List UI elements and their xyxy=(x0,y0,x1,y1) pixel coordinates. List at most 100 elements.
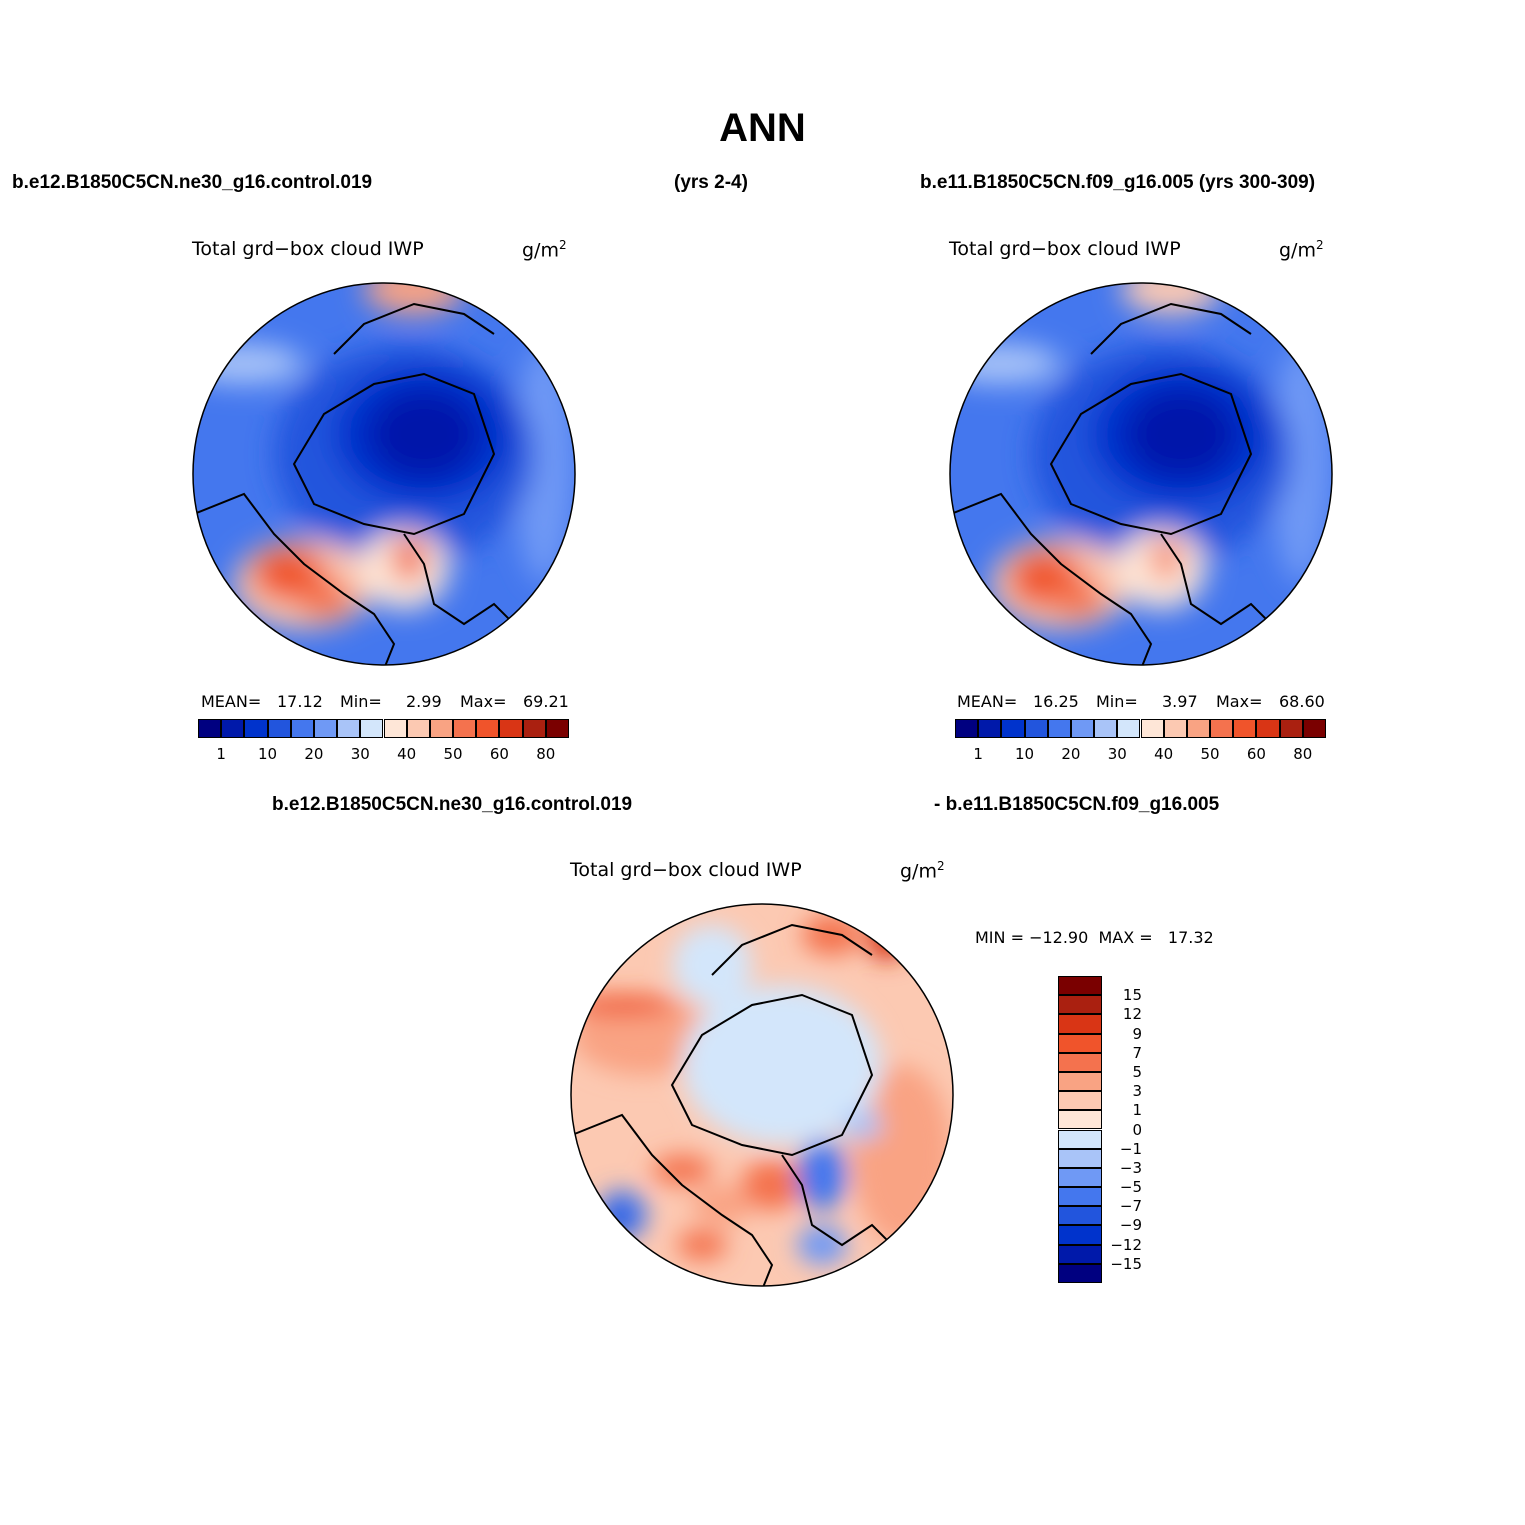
colorbar-panel2-tick-label: 50 xyxy=(1200,745,1220,763)
diff-case-left-label: b.e12.B1850C5CN.ne30_g16.control.019 xyxy=(272,794,633,815)
colorbar-panel1-tick-label: 20 xyxy=(304,745,324,763)
case-right-label: b.e11.B1850C5CN.f09_g16.005 (yrs 300-309… xyxy=(920,172,1316,193)
colorbar-diff-tick-label: 9 xyxy=(1132,1024,1142,1043)
colorbar-panel2-swatch xyxy=(1186,719,1211,738)
colorbar-panel2 xyxy=(955,719,1326,738)
colorbar-diff-tick-label: 7 xyxy=(1132,1043,1142,1062)
colorbar-diff-swatch xyxy=(1058,1206,1102,1226)
colorbar-panel1-tick-label: 40 xyxy=(397,745,417,763)
page-title: ANN xyxy=(719,106,806,150)
map-panel-1 xyxy=(192,282,576,666)
colorbar-panel2-swatch xyxy=(1001,719,1025,738)
years-left-label: (yrs 2-4) xyxy=(674,172,748,193)
colorbar-diff-swatch xyxy=(1058,1167,1102,1188)
colorbar-panel1-swatch xyxy=(406,719,430,738)
panel2-min-label: Min= xyxy=(1096,692,1138,711)
colorbar-panel1-tick-label: 60 xyxy=(489,745,509,763)
colorbar-panel1-swatch xyxy=(290,719,314,738)
colorbar-panel2-labels: 1 10 20 30 40 50 60 80 xyxy=(955,745,1326,765)
colorbar-panel2-tick-label: 30 xyxy=(1107,745,1127,763)
colorbar-diff-tick-label: 15 xyxy=(1122,986,1142,1005)
colorbar-diff-swatch xyxy=(1058,976,1102,996)
panel2-max-label: Max= xyxy=(1216,692,1263,711)
colorbar-diff-tick-label: 5 xyxy=(1132,1062,1142,1081)
colorbar-panel2-swatch xyxy=(978,719,1002,738)
panel1-max: 69.21 xyxy=(523,692,569,711)
colorbar-diff-tick-label: −9 xyxy=(1119,1216,1142,1235)
colorbar-panel1-tick-label: 50 xyxy=(443,745,463,763)
colorbar-panel1-tick-label: 80 xyxy=(536,745,556,763)
colorbar-diff-tick-label: −12 xyxy=(1110,1235,1142,1254)
panel1-mean-label: MEAN= xyxy=(201,692,262,711)
diff-case-right-label: - b.e11.B1850C5CN.f09_g16.005 xyxy=(934,794,1220,815)
case-left-label: b.e12.B1850C5CN.ne30_g16.control.019 xyxy=(12,172,373,193)
colorbar-diff-swatch xyxy=(1058,1071,1102,1092)
colorbar-panel2-swatch xyxy=(1210,719,1234,738)
colorbar-panel2-swatch xyxy=(1163,719,1187,738)
panel1-mean: 17.12 xyxy=(277,692,323,711)
colorbar-panel2-swatch xyxy=(1117,719,1141,738)
colorbar-diff-swatch xyxy=(1058,1014,1102,1034)
panel1-units: g/m2 xyxy=(522,238,567,262)
colorbar-diff-swatch xyxy=(1058,995,1102,1015)
colorbar-panel2-tick-label: 10 xyxy=(1015,745,1035,763)
colorbar-panel1-swatch xyxy=(244,719,268,738)
colorbar-panel2-tick-label: 40 xyxy=(1154,745,1174,763)
colorbar-diff-tick-label: 1 xyxy=(1132,1101,1142,1120)
panel2-min: 3.97 xyxy=(1162,692,1198,711)
colorbar-diff-tick-label: 12 xyxy=(1122,1005,1142,1024)
panel1-max-label: Max= xyxy=(460,692,507,711)
colorbar-diff-swatch xyxy=(1058,1052,1102,1072)
colorbar-panel1-labels: 1 10 20 30 40 50 60 80 xyxy=(198,745,569,765)
colorbar-diff-swatch xyxy=(1058,1033,1102,1053)
colorbar-diff-swatch xyxy=(1058,1225,1102,1245)
colorbar-panel2-swatch xyxy=(1070,719,1095,738)
panel3-minmax: MIN = −12.90 MAX = 17.32 xyxy=(975,928,1214,947)
colorbar-panel2-swatch xyxy=(1094,719,1118,738)
colorbar-diff-tick-label: −3 xyxy=(1119,1158,1142,1177)
colorbar-diff-swatch xyxy=(1058,1091,1102,1111)
colorbar-panel2-tick-label: 80 xyxy=(1293,745,1313,763)
colorbar-panel1-swatch xyxy=(476,719,500,738)
colorbar-panel1-swatch xyxy=(499,719,523,738)
colorbar-panel2-swatch xyxy=(955,719,979,738)
panel1-title: Total grd−box cloud IWP xyxy=(192,238,424,260)
colorbar-diff-swatch xyxy=(1058,1148,1102,1168)
colorbar-panel1-swatch xyxy=(313,719,338,738)
panel3-title: Total grd−box cloud IWP xyxy=(570,859,802,881)
colorbar-diff-tick-label: −1 xyxy=(1119,1139,1142,1158)
colorbar-panel1-swatch xyxy=(545,719,569,738)
colorbar-diff-swatch xyxy=(1058,1244,1102,1264)
colorbar-diff-swatch xyxy=(1058,1263,1102,1283)
colorbar-diff-labels: 15 12 9 7 5 3 1 0 −1 −3 −5 −7 −9 −12 −15 xyxy=(1108,976,1168,1283)
panel3-units: g/m2 xyxy=(900,859,945,883)
colorbar-panel1-swatch xyxy=(267,719,291,738)
panel2-units: g/m2 xyxy=(1279,238,1324,262)
colorbar-panel1-tick-label: 1 xyxy=(216,745,226,763)
colorbar-diff-tick-label: −15 xyxy=(1110,1254,1142,1273)
panel1-min: 2.99 xyxy=(406,692,442,711)
map-panel-2 xyxy=(949,282,1333,666)
colorbar-panel1-tick-label: 30 xyxy=(350,745,370,763)
panel2-max: 68.60 xyxy=(1279,692,1325,711)
colorbar-panel2-swatch xyxy=(1024,719,1048,738)
colorbar-panel1-swatch xyxy=(337,719,361,738)
colorbar-diff-tick-label: −5 xyxy=(1119,1178,1142,1197)
colorbar-panel2-swatch xyxy=(1047,719,1071,738)
colorbar-panel2-swatch xyxy=(1140,719,1164,738)
colorbar-diff-swatch xyxy=(1058,1110,1102,1130)
colorbar-panel1 xyxy=(198,719,569,738)
colorbar-panel1-swatch xyxy=(383,719,407,738)
colorbar-panel2-swatch xyxy=(1233,719,1257,738)
panel1-min-label: Min= xyxy=(340,692,382,711)
map-panel-diff xyxy=(570,903,954,1287)
colorbar-panel2-tick-label: 1 xyxy=(973,745,983,763)
colorbar-panel1-tick-label: 10 xyxy=(258,745,278,763)
colorbar-panel2-swatch xyxy=(1302,719,1326,738)
colorbar-diff-tick-label: 3 xyxy=(1132,1082,1142,1101)
panel2-mean-label: MEAN= xyxy=(957,692,1018,711)
panel2-mean: 16.25 xyxy=(1033,692,1079,711)
colorbar-panel2-tick-label: 60 xyxy=(1246,745,1266,763)
colorbar-panel2-tick-label: 20 xyxy=(1061,745,1081,763)
colorbar-diff-tick-label: −7 xyxy=(1119,1197,1142,1216)
